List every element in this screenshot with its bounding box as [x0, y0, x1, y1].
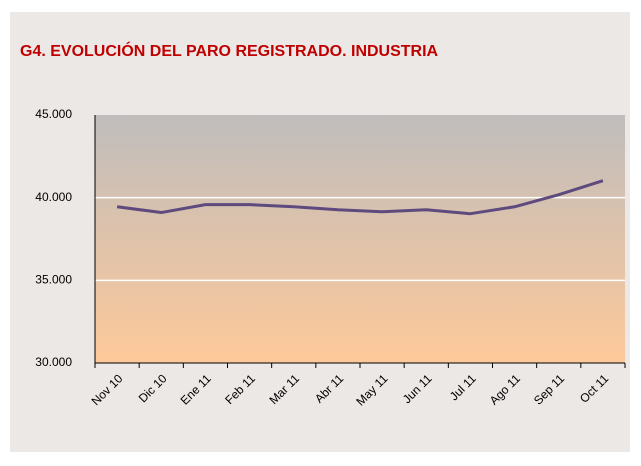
y-tick-label: 45.000 — [35, 107, 72, 121]
data-line — [116, 179, 604, 216]
y-tick-label: 40.000 — [35, 190, 72, 204]
plot-area — [95, 115, 625, 363]
y-tick-label: 35.000 — [35, 273, 72, 287]
chart-title: G4. EVOLUCIÓN DEL PARO REGISTRADO. INDUS… — [20, 41, 439, 60]
y-tick-label: 30.000 — [35, 355, 72, 369]
